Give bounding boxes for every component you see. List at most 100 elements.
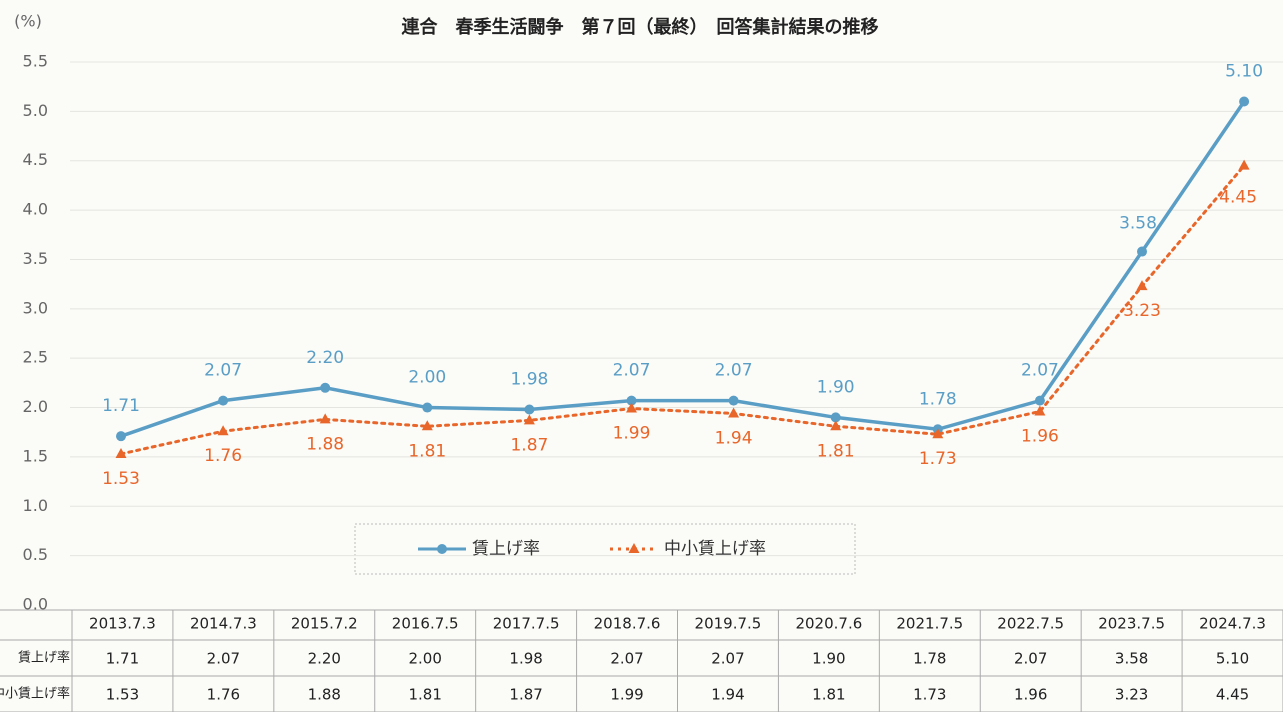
- data-label: 2.07: [1021, 361, 1059, 381]
- table-cell: 1.53: [106, 686, 139, 704]
- point: [830, 420, 842, 431]
- table-header: 2024.7.3: [1199, 615, 1266, 633]
- table-cell: 1.76: [207, 686, 240, 704]
- data-label: 3.23: [1123, 301, 1161, 321]
- data-label: 2.07: [715, 361, 753, 381]
- y-tick-label: 1.0: [23, 496, 48, 515]
- point: [626, 402, 637, 413]
- table-cell: 5.10: [1216, 650, 1249, 668]
- table-cell: 1.71: [106, 650, 139, 668]
- data-label: 1.94: [715, 428, 753, 448]
- point: [421, 420, 433, 431]
- table-cell: 1.90: [812, 650, 845, 668]
- data-label: 1.76: [204, 446, 242, 466]
- data-label: 1.98: [510, 370, 548, 390]
- point: [626, 395, 637, 406]
- point: [1136, 280, 1148, 291]
- table-cell: 2.07: [711, 650, 744, 668]
- table-header: 2017.7.5: [493, 615, 560, 633]
- table-cell: 1.98: [509, 650, 542, 668]
- data-label: 2.07: [204, 361, 242, 381]
- point: [932, 428, 944, 439]
- y-tick-label: 5.0: [23, 101, 48, 120]
- y-tick-label: 3.0: [23, 298, 48, 317]
- point: [1238, 159, 1250, 170]
- y-axis-label: (%): [14, 12, 42, 31]
- y-tick-label: 0.5: [23, 545, 48, 564]
- table-cell: 2.20: [308, 650, 341, 668]
- data-label: 1.53: [102, 469, 140, 489]
- point: [1034, 395, 1045, 406]
- point: [830, 412, 841, 423]
- data-label: 3.58: [1119, 214, 1157, 234]
- table-header: 2018.7.6: [594, 615, 661, 633]
- table-row-header: 賃上げ率: [18, 650, 70, 666]
- data-label: 1.87: [510, 435, 548, 455]
- y-tick-label: 1.5: [23, 446, 48, 465]
- table-cell: 1.81: [812, 686, 845, 704]
- table-cell: 1.96: [1014, 686, 1047, 704]
- table-header: 2021.7.5: [896, 615, 963, 633]
- legend-marker: [628, 543, 640, 553]
- point: [524, 404, 535, 415]
- table-cell: 2.07: [207, 650, 240, 668]
- table-cell: 1.87: [509, 686, 542, 704]
- table-cell: 1.88: [308, 686, 341, 704]
- table-cell: 2.00: [409, 650, 442, 668]
- data-label: 1.78: [919, 389, 957, 409]
- point: [728, 407, 740, 418]
- y-tick-label: 3.5: [23, 249, 48, 268]
- data-label: 4.45: [1219, 188, 1257, 208]
- table-cell: 1.78: [913, 650, 946, 668]
- data-label: 2.20: [306, 348, 344, 368]
- data-label: 1.73: [919, 449, 957, 469]
- point: [1239, 96, 1250, 107]
- table-cell: 3.58: [1115, 650, 1148, 668]
- table-cell: 3.23: [1115, 686, 1148, 704]
- data-label: 1.88: [306, 434, 344, 454]
- table-cell: 4.45: [1216, 686, 1249, 704]
- y-tick-label: 4.0: [23, 200, 48, 219]
- data-label: 2.00: [408, 368, 446, 388]
- chart-title: 連合 春季生活闘争 第７回（最終） 回答集計結果の推移: [402, 16, 879, 38]
- data-label: 1.81: [817, 441, 855, 461]
- point: [1137, 246, 1147, 257]
- table-cell: 1.94: [711, 686, 744, 704]
- table-header: 2016.7.5: [392, 615, 459, 633]
- table-row-header: 中小賃上げ率: [0, 686, 70, 702]
- legend-label: 賃上げ率: [472, 539, 540, 559]
- point: [115, 447, 127, 458]
- table-cell: 2.07: [610, 650, 643, 668]
- table-header: 2013.7.3: [89, 615, 156, 633]
- data-label: 2.07: [613, 361, 651, 381]
- point: [523, 414, 535, 425]
- data-label: 1.71: [102, 396, 140, 416]
- y-tick-label: 0.0: [23, 595, 48, 614]
- point: [218, 395, 229, 406]
- data-label: 1.96: [1021, 426, 1059, 446]
- table-header: 2023.7.5: [1098, 615, 1165, 633]
- y-tick-label: 4.5: [23, 150, 48, 169]
- y-tick-label: 2.0: [23, 397, 48, 416]
- legend-label: 中小賃上げ率: [664, 539, 766, 559]
- table-cell: 2.07: [1014, 650, 1047, 668]
- point: [319, 413, 331, 424]
- point: [1034, 405, 1046, 416]
- table-header: 2015.7.2: [291, 615, 358, 633]
- table-header: 2022.7.5: [997, 615, 1064, 633]
- table-cell: 1.73: [913, 686, 946, 704]
- table-header: 2020.7.6: [795, 615, 862, 633]
- legend-marker: [437, 544, 447, 554]
- series-line: [119, 164, 1246, 456]
- data-label: 5.10: [1225, 61, 1263, 81]
- data-label: 1.99: [613, 424, 651, 444]
- data-label: 1.90: [817, 377, 855, 397]
- table-cell: 1.99: [610, 686, 643, 704]
- series-line: [119, 99, 1246, 438]
- table-header: 2014.7.3: [190, 615, 257, 633]
- point: [728, 395, 739, 406]
- point: [116, 431, 126, 442]
- point: [422, 402, 433, 413]
- data-label: 1.81: [408, 441, 446, 461]
